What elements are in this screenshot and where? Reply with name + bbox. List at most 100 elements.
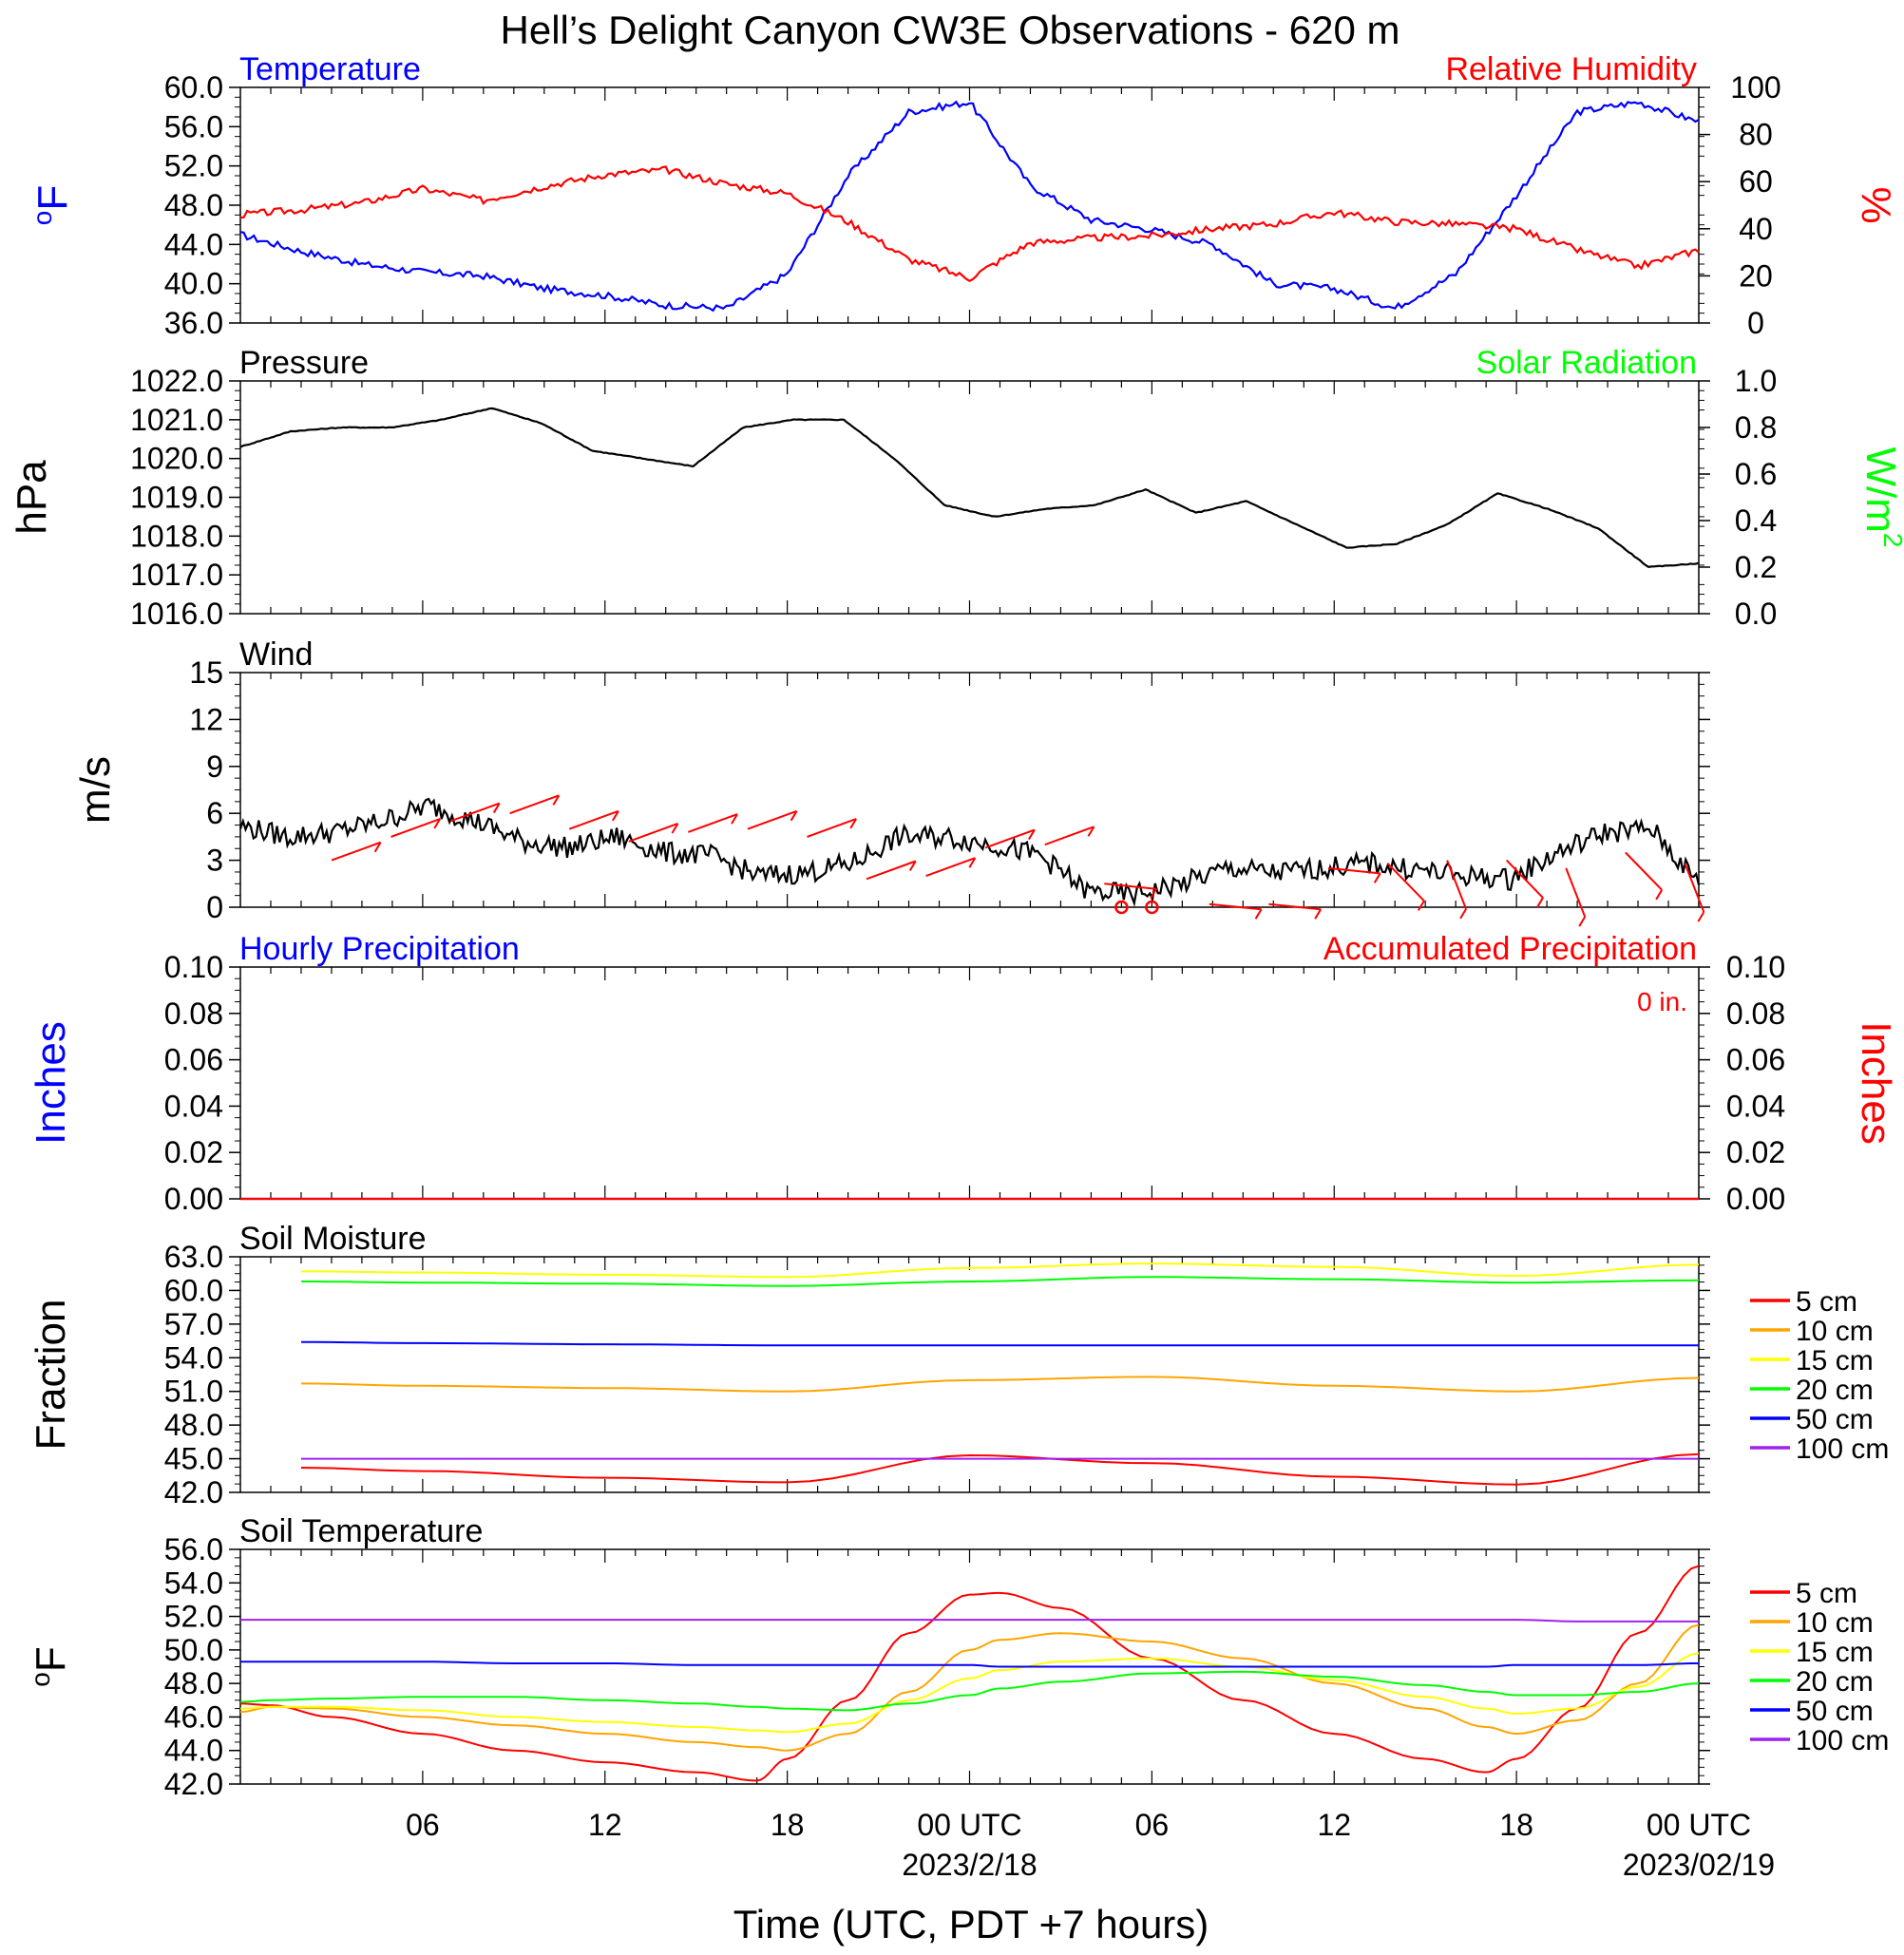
panel-title-right: Solar Radiation — [1476, 345, 1697, 381]
y-tick-label-right: 0.8 — [1735, 410, 1777, 445]
panel-title-right: Relative Humidity — [1445, 51, 1697, 87]
y-axis-label-left: m/s — [72, 756, 119, 824]
plot-frame — [239, 1256, 1700, 1493]
y-tick-label-left: 42.0 — [164, 1475, 223, 1509]
wind-barb-flag — [373, 842, 382, 853]
series-line-50-cm — [301, 1340, 1699, 1347]
series-line-100-cm — [240, 1619, 1699, 1623]
wind-barb-flag — [908, 860, 917, 872]
wind-barb-flag — [849, 818, 858, 829]
y-tick-label-left: 60.0 — [164, 1273, 223, 1307]
wind-barb-shaft — [1684, 863, 1705, 913]
wind-barb-flag — [1150, 888, 1157, 900]
y-tick-label-right: 20 — [1739, 258, 1773, 293]
wind-barb-shaft — [1104, 883, 1157, 890]
wind-barb-flag — [1459, 908, 1467, 920]
y-tick-label-left: 12 — [189, 702, 223, 736]
y-tick-label-right: 0.04 — [1726, 1089, 1785, 1123]
panel-pressure-solar: 1022.0 1021.0 1020.0 1019.0 1018.0 1017.0 1016… — [9, 345, 1904, 631]
y-tick-label-left: 6 — [206, 796, 223, 830]
y-tick-label-left: 0.08 — [164, 996, 223, 1031]
y-tick-label-left: 46.0 — [164, 1699, 223, 1734]
y-tick-label-right: 60 — [1739, 164, 1773, 199]
wind-barb-shaft — [1565, 867, 1587, 918]
series-line-relative-humidity — [239, 165, 1700, 282]
x-date-label: 2023/02/19 — [1623, 1848, 1775, 1882]
y-tick-label-left: 56.0 — [164, 1532, 223, 1566]
panel-soil-temperature: 56.054.052.050.048.046.044.042.0 Soil Tem… — [26, 1513, 1889, 1801]
y-axis-label-left: hPa — [9, 460, 55, 535]
wind-barb-shaft — [568, 809, 619, 830]
wind-barb-shaft — [1386, 863, 1425, 902]
x-tick-label: 00 UTC — [1647, 1808, 1751, 1842]
y-tick-label-right: 0.00 — [1726, 1182, 1785, 1216]
x-axis-label: Time (UTC, PDT +7 hours) — [733, 1902, 1209, 1946]
legend-label: 20 cm — [1796, 1666, 1874, 1698]
y-tick-label-right: 1.0 — [1735, 364, 1777, 398]
panel-soil-moisture: 63.060.057.054.051.048.045.042.0 Soil Moi… — [28, 1221, 1889, 1509]
wind-barb-shaft — [331, 841, 381, 862]
panel-title-right: Accumulated Precipitation — [1323, 931, 1697, 967]
degree-mark: o — [26, 1672, 55, 1687]
x-axis: 06 12 18 00 UTC 06 12 18 00 UTC 2023/2/18 2023/02… — [406, 1808, 1775, 1882]
y-tick-label-right: 0.08 — [1726, 996, 1785, 1031]
panel-title-left: Wind — [239, 636, 313, 673]
panel-temperature-humidity: 60.0 56.0 52.0 48.0 44.0 40.0 36.0 100 80 60 40 20 0… — [28, 51, 1899, 340]
wind-barb-flag — [1314, 908, 1323, 920]
y-tick-label-left: 52.0 — [164, 149, 223, 183]
y-tick-label-left: 0.02 — [164, 1135, 223, 1169]
legend-label: 5 cm — [1796, 1578, 1857, 1609]
legend-label: 10 cm — [1796, 1316, 1874, 1347]
legend-label: 50 cm — [1796, 1696, 1874, 1727]
wind-barb-shaft — [1505, 859, 1544, 899]
precip-total-annotation: 0 in. — [1637, 987, 1687, 1016]
x-tick-label: 18 — [771, 1808, 805, 1842]
series-line-10-cm — [300, 1376, 1700, 1393]
y-tick-label-left: 36.0 — [164, 306, 223, 340]
legend-label: 20 cm — [1796, 1375, 1874, 1406]
y-tick-label-left: 44.0 — [164, 227, 223, 261]
unit-base: W/m — [1857, 447, 1904, 533]
series-line-pressure — [239, 407, 1700, 568]
y-tick-label-left: 1019.0 — [130, 481, 223, 515]
wind-barb-shaft — [1446, 860, 1467, 910]
wind-barb-flag — [790, 810, 798, 822]
calm-wind-circle — [1145, 900, 1159, 915]
panel-title-left: Soil Moisture — [239, 1221, 427, 1257]
y-tick-label-left: 63.0 — [164, 1240, 223, 1274]
legend-label: 100 cm — [1796, 1725, 1889, 1756]
plot-frame — [239, 86, 1700, 324]
wind-barb-shaft — [925, 857, 976, 878]
series-line-5-cm — [300, 1452, 1700, 1486]
wind-barb-shaft — [390, 818, 441, 838]
legend-label: 50 cm — [1796, 1404, 1874, 1435]
y-tick-label-left: 3 — [206, 844, 223, 878]
y-tick-label-right: 100 — [1730, 70, 1780, 104]
y-tick-label-left: 0.00 — [164, 1182, 223, 1216]
y-tick-label-left: 57.0 — [164, 1307, 223, 1341]
y-tick-label-left: 0.04 — [164, 1089, 223, 1123]
wind-barb-flag — [1027, 829, 1036, 841]
y-axis-label-right: Inches — [1853, 1021, 1899, 1145]
x-tick-label: 06 — [406, 1808, 440, 1842]
figure-title: Hell’s Delight Canyon CW3E Observations … — [501, 8, 1400, 52]
x-tick-label: 00 UTC — [917, 1808, 1021, 1842]
y-tick-label-left: 0.10 — [164, 950, 223, 984]
legend-label: 5 cm — [1796, 1286, 1857, 1318]
series-line-50-cm — [240, 1661, 1699, 1668]
y-tick-label-left: 51.0 — [164, 1375, 223, 1409]
y-axis-label-left: Fraction — [28, 1300, 74, 1451]
y-tick-label-left: 50.0 — [164, 1633, 223, 1667]
y-tick-label-left: 45.0 — [164, 1442, 223, 1476]
degree-mark: o — [28, 211, 57, 226]
y-tick-label-left: 48.0 — [164, 1666, 223, 1700]
y-tick-label-left: 0.06 — [164, 1043, 223, 1077]
wind-barb-shaft — [1625, 851, 1663, 891]
wind-barb-flag — [552, 794, 561, 806]
y-tick-label-left: 44.0 — [164, 1734, 223, 1768]
y-tick-label-right: 0.10 — [1726, 950, 1785, 984]
series-line-10-cm — [239, 1623, 1700, 1752]
calm-wind-circle — [1114, 900, 1129, 915]
wind-barb-flag — [1536, 897, 1544, 908]
